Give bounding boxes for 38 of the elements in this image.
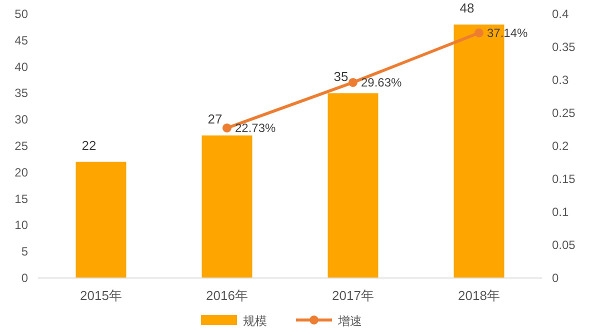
- y-tick-label: 25: [14, 139, 28, 153]
- data-label: 27: [208, 111, 222, 126]
- y2-tick-label: 0.25: [552, 106, 576, 120]
- y-tick-label: 35: [14, 86, 28, 100]
- y2-tick-label: 0.2: [552, 139, 570, 153]
- y2-tick-label: 0.3: [552, 73, 570, 87]
- data-label: 22.73%: [235, 120, 276, 135]
- y-tick-label: 5: [21, 244, 28, 259]
- data-label: 22: [82, 138, 96, 153]
- point: [348, 78, 358, 87]
- y-tick-label: 40: [14, 60, 28, 74]
- bar: [76, 162, 126, 278]
- data-label: 29.63%: [361, 75, 402, 90]
- data-label: 48: [460, 0, 474, 16]
- x-tick-label: 2017年: [332, 288, 374, 303]
- legend-label: 规模: [243, 314, 267, 328]
- point: [222, 123, 232, 132]
- y-tick-label: 20: [14, 165, 28, 180]
- x-tick-label: 2015年: [80, 288, 122, 303]
- y2-tick-label: 0.4: [552, 7, 570, 21]
- y-tick-label: 45: [14, 33, 28, 48]
- y-tick-label: 0: [21, 271, 28, 285]
- y-tick-label: 15: [14, 192, 28, 206]
- y-tick-label: 50: [14, 7, 28, 21]
- y-tick-label: 10: [14, 218, 28, 232]
- y2-tick-label: 0.15: [552, 172, 576, 186]
- y2-tick-label: 0.35: [552, 40, 576, 54]
- x-tick-label: 2016年: [206, 288, 248, 303]
- data-label: 35: [334, 69, 348, 84]
- legend-label: 增速: [337, 314, 362, 328]
- bar: [202, 135, 252, 278]
- point: [474, 28, 484, 38]
- y2-tick-label: 0.1: [552, 205, 570, 219]
- bar: [328, 93, 378, 278]
- y2-tick-label: 0.05: [552, 238, 576, 252]
- x-tick-label: 2018年: [458, 288, 500, 303]
- y-tick-label: 30: [14, 112, 28, 127]
- y2-tick-label: 0: [552, 271, 559, 285]
